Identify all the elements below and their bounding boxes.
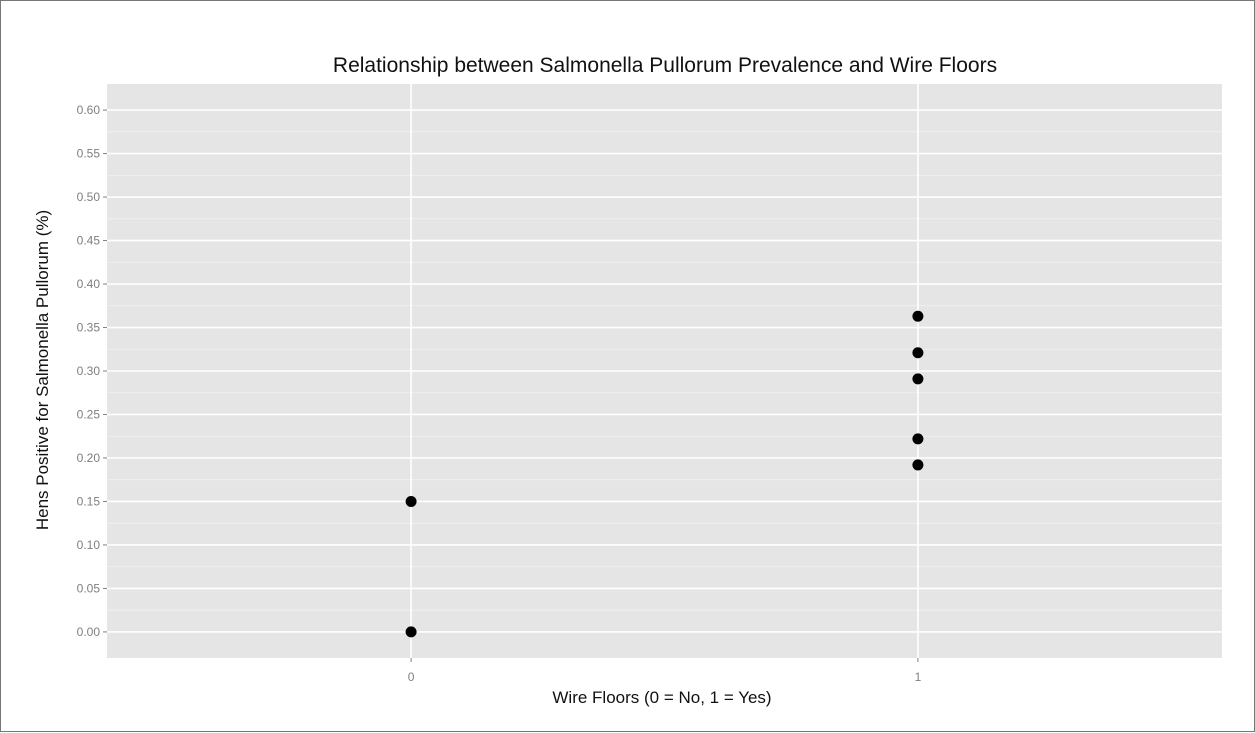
y-tick-label: 0.40 bbox=[77, 277, 101, 291]
data-point bbox=[405, 626, 417, 638]
major-gridlines bbox=[107, 84, 1222, 658]
y-tick-label: 0.20 bbox=[77, 451, 101, 465]
y-tick-label: 0.30 bbox=[77, 364, 101, 378]
y-tick-label: 0.15 bbox=[77, 494, 101, 508]
x-tick-label: 0 bbox=[408, 670, 415, 684]
x-tick-label: 1 bbox=[915, 670, 922, 684]
y-axis-title: Hens Positive for Salmonella Pullorum (%… bbox=[33, 210, 52, 530]
y-tick-label: 0.00 bbox=[77, 625, 101, 639]
data-point bbox=[912, 347, 924, 359]
y-tick-label: 0.05 bbox=[77, 581, 101, 595]
x-axis-title: Wire Floors (0 = No, 1 = Yes) bbox=[552, 688, 771, 707]
y-tick-label: 0.60 bbox=[77, 103, 101, 117]
y-tick-label: 0.25 bbox=[77, 407, 101, 421]
data-point bbox=[912, 433, 924, 445]
data-point bbox=[912, 373, 924, 385]
y-tick-label: 0.45 bbox=[77, 234, 101, 248]
chart-title: Relationship between Salmonella Pullorum… bbox=[333, 54, 997, 77]
data-points bbox=[405, 310, 924, 638]
data-point bbox=[912, 310, 924, 322]
minor-gridlines bbox=[107, 131, 1222, 611]
y-axis-ticks: 0.00 0.05 0.10 0.15 0.20 0.25 0.30 0.35 0.40 0.45… bbox=[77, 103, 107, 639]
y-tick-label: 0.55 bbox=[77, 147, 101, 161]
data-point bbox=[912, 459, 924, 471]
y-tick-label: 0.50 bbox=[77, 190, 101, 204]
y-tick-label: 0.10 bbox=[77, 538, 101, 552]
y-tick-label: 0.35 bbox=[77, 321, 101, 335]
data-point bbox=[405, 495, 417, 507]
